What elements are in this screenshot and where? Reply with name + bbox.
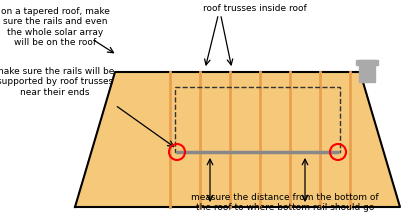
Bar: [359, 60, 375, 82]
Text: make sure the rails will be
supported by roof trusses
near their ends: make sure the rails will be supported by…: [0, 67, 115, 97]
Bar: [175, 87, 340, 152]
Text: measure the distance from the bottom of
the roof to where bottom rail should go: measure the distance from the bottom of …: [191, 193, 379, 212]
Text: on a tapered roof, make
sure the rails and even
the whole solar array
will be on: on a tapered roof, make sure the rails a…: [0, 7, 109, 47]
Polygon shape: [75, 72, 400, 207]
Bar: [356, 60, 378, 65]
Text: roof trusses inside roof: roof trusses inside roof: [203, 4, 307, 13]
